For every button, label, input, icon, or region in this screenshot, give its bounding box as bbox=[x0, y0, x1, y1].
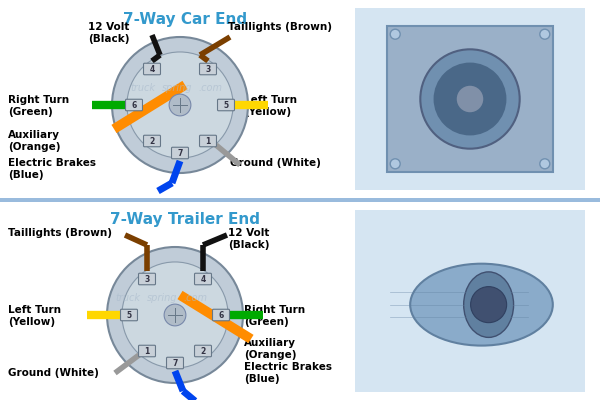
FancyBboxPatch shape bbox=[143, 135, 160, 147]
Text: (Black): (Black) bbox=[88, 34, 130, 44]
FancyBboxPatch shape bbox=[200, 135, 217, 147]
Text: 5: 5 bbox=[127, 310, 131, 320]
Text: 7-Way Car End: 7-Way Car End bbox=[123, 12, 247, 27]
Circle shape bbox=[112, 37, 248, 173]
Text: 3: 3 bbox=[145, 274, 149, 284]
FancyBboxPatch shape bbox=[125, 99, 142, 111]
Text: 1: 1 bbox=[205, 136, 211, 146]
Text: Taillights (Brown): Taillights (Brown) bbox=[8, 228, 112, 238]
FancyBboxPatch shape bbox=[167, 357, 184, 369]
Circle shape bbox=[127, 52, 233, 158]
FancyBboxPatch shape bbox=[194, 273, 211, 285]
Text: truck: truck bbox=[115, 293, 140, 303]
Ellipse shape bbox=[464, 272, 514, 337]
FancyBboxPatch shape bbox=[143, 63, 160, 75]
Text: truck: truck bbox=[130, 83, 155, 93]
Text: (Green): (Green) bbox=[8, 107, 53, 117]
Text: Electric Brakes: Electric Brakes bbox=[8, 158, 96, 168]
Text: (Blue): (Blue) bbox=[8, 170, 44, 180]
Text: 7: 7 bbox=[178, 148, 182, 158]
Circle shape bbox=[540, 159, 550, 169]
Text: Left Turn: Left Turn bbox=[244, 95, 297, 105]
Text: 5: 5 bbox=[223, 100, 229, 110]
FancyBboxPatch shape bbox=[139, 345, 155, 357]
Text: 12 Volt: 12 Volt bbox=[228, 228, 269, 238]
Text: Electric Brakes: Electric Brakes bbox=[244, 362, 332, 372]
Text: (Yellow): (Yellow) bbox=[244, 107, 291, 117]
Text: Auxiliary: Auxiliary bbox=[8, 130, 60, 140]
Text: .com: .com bbox=[198, 83, 222, 93]
Text: 4: 4 bbox=[149, 64, 155, 74]
FancyBboxPatch shape bbox=[218, 99, 235, 111]
Text: .com: .com bbox=[183, 293, 207, 303]
Text: spring: spring bbox=[162, 83, 193, 93]
FancyBboxPatch shape bbox=[172, 147, 188, 159]
Text: 12 Volt: 12 Volt bbox=[88, 22, 130, 32]
FancyBboxPatch shape bbox=[212, 309, 229, 321]
Bar bbox=[355, 210, 585, 392]
Text: 1: 1 bbox=[145, 346, 149, 356]
Bar bbox=[355, 8, 585, 190]
Text: (Yellow): (Yellow) bbox=[8, 317, 55, 327]
Text: 6: 6 bbox=[218, 310, 224, 320]
Text: Taillights (Brown): Taillights (Brown) bbox=[228, 22, 332, 32]
Text: (Orange): (Orange) bbox=[244, 350, 296, 360]
Text: 2: 2 bbox=[200, 346, 206, 356]
Text: 3: 3 bbox=[205, 64, 211, 74]
Ellipse shape bbox=[410, 264, 553, 346]
Circle shape bbox=[540, 29, 550, 39]
Circle shape bbox=[457, 86, 483, 112]
Text: (Black): (Black) bbox=[228, 240, 269, 250]
FancyBboxPatch shape bbox=[200, 63, 217, 75]
Text: (Blue): (Blue) bbox=[244, 374, 280, 384]
Bar bbox=[0, 202, 600, 400]
Bar bbox=[0, 198, 600, 202]
Text: Right Turn: Right Turn bbox=[244, 305, 305, 315]
Bar bbox=[387, 26, 553, 172]
Text: (Orange): (Orange) bbox=[8, 142, 61, 152]
FancyBboxPatch shape bbox=[139, 273, 155, 285]
Circle shape bbox=[434, 62, 506, 136]
Circle shape bbox=[390, 29, 400, 39]
Text: Auxiliary: Auxiliary bbox=[244, 338, 296, 348]
FancyBboxPatch shape bbox=[121, 309, 137, 321]
Text: 7: 7 bbox=[172, 358, 178, 368]
Circle shape bbox=[164, 304, 186, 326]
Text: (Green): (Green) bbox=[244, 317, 289, 327]
Text: 7-Way Trailer End: 7-Way Trailer End bbox=[110, 212, 260, 227]
Text: 2: 2 bbox=[149, 136, 155, 146]
Circle shape bbox=[470, 287, 506, 323]
Circle shape bbox=[122, 262, 228, 368]
Text: Right Turn: Right Turn bbox=[8, 95, 69, 105]
FancyBboxPatch shape bbox=[194, 345, 211, 357]
Text: 6: 6 bbox=[131, 100, 137, 110]
Text: Ground (White): Ground (White) bbox=[230, 158, 321, 168]
Bar bbox=[0, 0, 600, 198]
Text: Left Turn: Left Turn bbox=[8, 305, 61, 315]
Circle shape bbox=[390, 159, 400, 169]
Circle shape bbox=[421, 49, 520, 149]
Text: 4: 4 bbox=[200, 274, 206, 284]
Circle shape bbox=[107, 247, 243, 383]
Text: Ground (White): Ground (White) bbox=[8, 368, 99, 378]
Circle shape bbox=[169, 94, 191, 116]
Text: spring: spring bbox=[147, 293, 178, 303]
